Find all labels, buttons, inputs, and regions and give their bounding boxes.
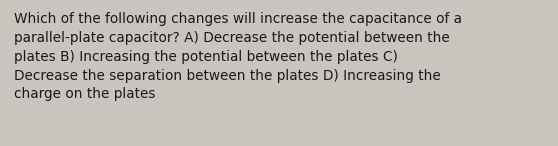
Text: Which of the following changes will increase the capacitance of a
parallel-plate: Which of the following changes will incr… bbox=[14, 12, 462, 101]
